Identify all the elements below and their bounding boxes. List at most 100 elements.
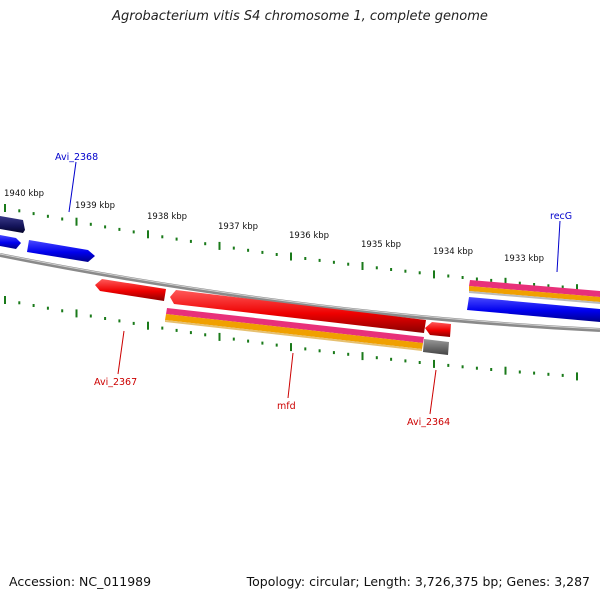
inner-track-tick — [132, 321, 135, 325]
outer-track-tick — [232, 246, 235, 250]
leader-mfd — [287, 352, 294, 399]
outer-track-tick — [89, 222, 92, 226]
outer-track-tick — [132, 230, 135, 234]
outer-track-tick — [576, 284, 578, 293]
outer-track-tick — [189, 239, 192, 243]
outer-track-tick — [261, 250, 264, 254]
outer-track-tick — [290, 252, 292, 261]
outer-track-tick — [318, 258, 321, 262]
outer-track-tick — [404, 269, 407, 273]
genome-summary-text: Topology: circular; Length: 3,726,375 bp… — [246, 574, 590, 589]
outer-track-tick — [175, 237, 178, 241]
leader-recg — [556, 220, 561, 273]
inner-track-tick — [447, 363, 450, 367]
outer-track-tick — [518, 281, 521, 285]
inner-track-tick — [433, 359, 435, 368]
outer-track-tick — [447, 274, 450, 278]
gene-label-recg[interactable]: recG — [550, 211, 572, 222]
gene-forward-avi-2368[interactable] — [27, 240, 95, 262]
outer-track-tick — [18, 209, 21, 213]
outer-track-tick — [504, 277, 507, 286]
outer-track-tick — [433, 270, 435, 279]
outer-track-tick — [4, 204, 6, 212]
outer-track-tick — [32, 212, 35, 216]
inner-track-tick — [332, 351, 335, 355]
inner-track-tick — [175, 328, 178, 332]
outer-track-tick — [390, 268, 393, 271]
gene-forward-left[interactable] — [0, 235, 21, 249]
outer-tick-track — [4, 204, 578, 293]
inner-track-tick — [504, 366, 507, 375]
leader-avi-2368 — [68, 161, 77, 213]
accession-text: Accession: NC_011989 — [9, 574, 152, 589]
inner-track-tick — [547, 372, 550, 376]
inner-track-tick — [218, 332, 221, 341]
scale-label-1940: 1940 kbp — [4, 189, 44, 199]
outer-track-tick — [104, 225, 107, 229]
inner-track-tick — [247, 339, 250, 343]
inner-track-tick — [61, 309, 64, 313]
inner-track-tick — [490, 368, 493, 371]
inner-track-tick — [275, 343, 278, 347]
outer-track-tick — [46, 214, 49, 218]
chromosome-backbone-highlight — [0, 253, 600, 330]
inner-track-tick — [533, 371, 536, 375]
inner-track-tick — [461, 365, 464, 369]
inner-track-tick — [390, 357, 393, 361]
inner-track-tick — [304, 347, 307, 351]
inner-track-tick — [118, 319, 121, 323]
gene-label-avi-2364[interactable]: Avi_2364 — [407, 417, 450, 428]
inner-track-tick — [232, 337, 235, 341]
inner-track-tick — [104, 317, 107, 320]
outer-track-tick — [461, 276, 464, 279]
scale-label-1933: 1933 kbp — [504, 254, 544, 264]
leader-avi-2364 — [429, 369, 437, 415]
outer-track-tick — [61, 217, 64, 221]
outer-track-tick — [533, 283, 536, 286]
inner-track-tick — [290, 343, 292, 352]
gene-label-avi-2368[interactable]: Avi_2368 — [55, 152, 98, 163]
scale-label-1937: 1937 kbp — [218, 222, 258, 232]
outer-track-tick — [561, 285, 564, 289]
inner-track-tick — [189, 331, 192, 335]
outer-track-tick — [547, 284, 550, 288]
outer-track-tick — [218, 241, 221, 250]
gene-avi-2364-band-gray[interactable] — [423, 339, 449, 355]
inner-track-tick — [418, 361, 421, 364]
gene-reverse-avi-2367[interactable] — [95, 279, 166, 301]
inner-track-tick — [518, 370, 521, 374]
outer-track-tick — [490, 278, 493, 282]
gene-reverse-mfd[interactable] — [170, 290, 426, 333]
gene-label-mfd[interactable]: mfd — [277, 401, 296, 412]
inner-track-tick — [261, 341, 264, 345]
outer-track-tick — [147, 230, 149, 239]
scale-label-1936: 1936 kbp — [289, 231, 329, 241]
inner-track-tick — [404, 359, 407, 363]
gene-mfd-band-orange[interactable] — [165, 314, 423, 349]
gene-recg-band-pink[interactable] — [469, 280, 600, 297]
gene-recg-band-orange[interactable] — [469, 286, 600, 302]
outer-track-tick — [332, 260, 335, 264]
inner-track-tick — [4, 296, 6, 304]
gene-recg-cds[interactable] — [467, 297, 600, 322]
scale-label-1934: 1934 kbp — [433, 247, 473, 257]
outer-track-tick — [118, 227, 121, 231]
gene-recg-band-gray[interactable] — [469, 291, 600, 304]
inner-track-tick — [318, 349, 321, 353]
inner-track-tick — [89, 314, 92, 318]
outer-track-tick — [475, 277, 478, 281]
inner-track-tick — [18, 301, 21, 305]
inner-track-tick — [46, 306, 49, 310]
gene-reverse-avi-2364[interactable] — [425, 322, 451, 337]
gene-mfd-band-light[interactable] — [165, 320, 422, 351]
outer-track-tick — [361, 262, 364, 270]
gene-label-avi-2367[interactable]: Avi_2367 — [94, 377, 137, 388]
gene-avi-2368-dark[interactable] — [0, 216, 25, 233]
inner-track-tick — [75, 309, 78, 318]
inner-track-tick — [561, 373, 564, 377]
map-title: Agrobacterium vitis S4 chromosome 1, com… — [112, 9, 488, 24]
scale-label-1935: 1935 kbp — [361, 240, 401, 250]
gene-mfd-band-pink[interactable] — [166, 308, 424, 343]
inner-track-tick — [347, 352, 350, 356]
